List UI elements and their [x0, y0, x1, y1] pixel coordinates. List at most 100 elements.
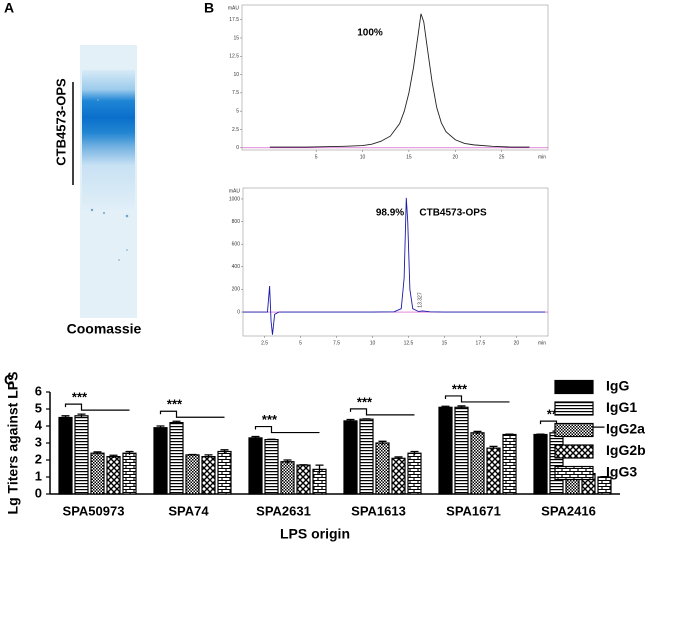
significance-bracket	[254, 425, 320, 434]
x-tick-label: 12.5	[404, 340, 414, 346]
chromatogram-line	[269, 13, 530, 148]
x-unit: min	[538, 154, 546, 160]
significance-label: ***	[357, 394, 373, 409]
legend-label: IgG1	[606, 399, 637, 415]
significance-bracket	[159, 410, 225, 418]
y-tick-label: 6	[35, 383, 42, 398]
y-tick-label: 17.5	[229, 17, 239, 23]
significance-bracket	[444, 395, 510, 403]
x-tick-label: 15	[406, 154, 412, 160]
y-tick-label: 1	[35, 468, 42, 483]
error-bar	[473, 430, 482, 435]
x-tick-label: 17.5	[476, 340, 486, 346]
error-bar	[600, 476, 609, 478]
chromatogram-line	[243, 197, 546, 335]
error-bar	[410, 450, 419, 455]
error-bar	[489, 445, 498, 450]
error-bar	[441, 405, 450, 409]
bar	[248, 437, 263, 495]
y-tick-label: 800	[232, 219, 241, 225]
error-bar	[156, 425, 165, 430]
x-tick-label: 20	[514, 340, 520, 346]
x-axis-label: LPS origin	[280, 526, 350, 542]
gel-caption: Coomassie	[67, 321, 142, 337]
plot-frame	[241, 4, 549, 151]
x-tick-label: 20	[452, 154, 458, 160]
annotation: CTB4573-OPS	[419, 208, 487, 219]
bar	[201, 456, 216, 495]
error-bar	[362, 418, 371, 420]
x-tick-label: 25	[499, 154, 505, 160]
bar	[375, 442, 390, 495]
x-unit: min	[538, 340, 546, 346]
bar	[438, 406, 453, 495]
x-tick-label: SPA2416	[541, 503, 596, 518]
significance-bracket	[64, 403, 130, 411]
error-bar	[315, 464, 324, 474]
significance-bracket	[349, 408, 415, 416]
x-tick-label: SPA1613	[351, 503, 406, 518]
y-tick-label: 12.5	[229, 54, 239, 60]
legend-label: IgG2a	[606, 421, 645, 437]
error-bar	[109, 454, 118, 458]
x-tick-label: 10	[360, 154, 366, 160]
lane-label: CTB4573-OPS	[53, 78, 68, 166]
y-tick-label: 0	[237, 309, 240, 315]
y-tick-label: 4	[35, 417, 43, 432]
legend-swatch	[554, 465, 594, 481]
y-tick-label: 2	[35, 451, 42, 466]
y-tick-label: 600	[232, 242, 241, 248]
bar	[391, 457, 406, 495]
error-bar	[267, 438, 276, 440]
x-tick-label: SPA50973	[63, 503, 125, 518]
y-tick-label: 1000	[229, 196, 240, 202]
y-tick-label: 5	[236, 109, 239, 115]
error-bar	[172, 420, 181, 424]
bar	[264, 439, 279, 495]
error-bar	[457, 405, 466, 409]
bar	[153, 427, 168, 495]
bar	[58, 416, 73, 495]
error-bar	[283, 459, 292, 464]
annotation: 98.9%	[376, 208, 404, 219]
y-tick-label: 0	[236, 145, 239, 151]
x-tick-label: 5	[299, 340, 302, 346]
y-tick-label: 10	[233, 72, 239, 78]
legend-swatch	[554, 444, 594, 459]
error-bar	[536, 433, 545, 435]
significance-label: ***	[262, 412, 278, 427]
error-bar	[251, 435, 260, 440]
error-bar	[93, 451, 102, 455]
bar	[502, 433, 517, 495]
significance-label: ***	[72, 390, 88, 405]
y-tick-label: 0	[35, 485, 42, 500]
panel-label: C	[4, 372, 14, 388]
panel-label: A	[4, 0, 14, 16]
gel-specks	[90, 99, 129, 261]
bar	[280, 461, 295, 495]
bar	[74, 415, 89, 495]
y-tick-label: 5	[35, 400, 42, 415]
y-tick-label: 400	[232, 264, 241, 270]
y-tick-label: 15	[233, 35, 239, 41]
error-bar	[125, 450, 134, 455]
panel-label: B	[204, 0, 214, 16]
legend-label: IgG	[606, 378, 629, 394]
bar	[185, 454, 200, 495]
bar	[549, 432, 564, 495]
y-unit: mAU	[229, 188, 241, 194]
y-tick-label: 3	[35, 434, 42, 449]
y-tick-label: 7.5	[232, 90, 239, 96]
gel-band	[82, 70, 135, 210]
bar	[454, 406, 469, 495]
bar	[169, 422, 184, 495]
legend-label: IgG2b	[606, 442, 646, 458]
bar	[106, 456, 121, 495]
x-tick-label: SPA74	[168, 503, 209, 518]
legend-swatch	[554, 401, 594, 416]
y-unit: mAU	[228, 5, 240, 11]
bar	[122, 452, 137, 495]
significance-label: ***	[452, 381, 468, 396]
x-tick-label: SPA2631	[256, 503, 311, 518]
